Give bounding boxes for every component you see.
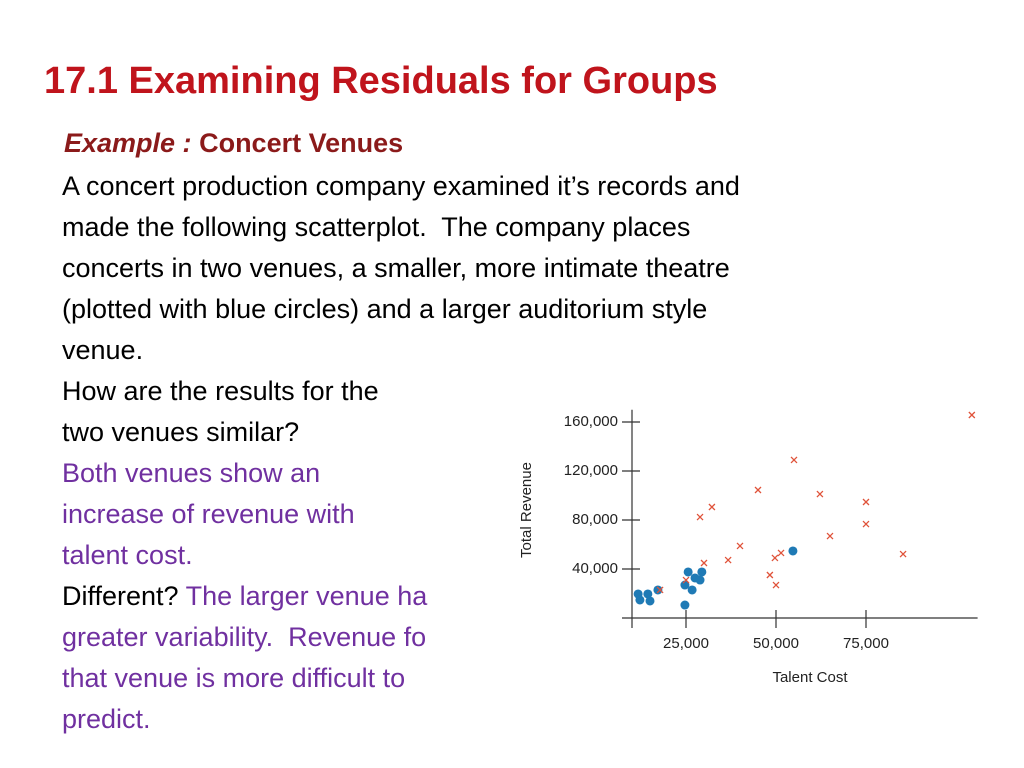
x-marker (968, 411, 976, 419)
x-marker (766, 571, 774, 579)
x-marker (656, 586, 664, 594)
answer-text: greater variability. Revenue fo (62, 622, 427, 652)
scatter-chart: 40,000 80,000 120,000 160,000 25,000 50,000 75… (505, 400, 995, 700)
x-marker (708, 503, 716, 511)
chart-background (505, 400, 995, 700)
intro-text: made the following scatterplot. The comp… (62, 212, 691, 242)
x-tick-label: 75,000 (843, 635, 889, 652)
circle-marker (635, 595, 645, 605)
y-tick-label: 40,000 (572, 560, 618, 577)
text-line: predict. (62, 699, 151, 740)
x-tick-label: 25,000 (663, 635, 709, 652)
text-line: two venues similar? (62, 412, 299, 453)
x-marker (736, 542, 744, 550)
intro-text: A concert production company examined it… (62, 171, 740, 201)
circle-marker (697, 567, 707, 577)
question-text: two venues similar? (62, 417, 300, 447)
circle-marker (645, 596, 655, 606)
circle-marker (683, 567, 693, 577)
text-line: talent cost. (62, 535, 193, 576)
circle-marker (643, 589, 653, 599)
example-name: Concert Venues (199, 128, 404, 158)
text-line: greater variability. Revenue fo (62, 617, 426, 658)
text-line: (plotted with blue circles) and a larger… (62, 289, 707, 330)
text-line: venue. (62, 330, 143, 371)
answer-text: predict. (62, 704, 151, 734)
answer-text: that venue is more difficult to (62, 663, 406, 693)
intro-text: (plotted with blue circles) and a larger… (62, 294, 708, 324)
answer-text: Both venues show an (62, 458, 321, 488)
x-marker (682, 576, 690, 584)
x-marker (816, 490, 824, 498)
x-tick-label: 50,000 (753, 635, 799, 652)
text-line: Both venues show an (62, 453, 320, 494)
x-marker (777, 549, 785, 557)
x-marker (899, 550, 907, 558)
example-label: Example : (64, 128, 192, 158)
question-text: How are the results for the (62, 376, 379, 406)
text-line: that venue is more difficult to (62, 658, 405, 699)
answer-text: increase of revenue with (62, 499, 355, 529)
text-line: made the following scatterplot. The comp… (62, 207, 690, 248)
text-line: How are the results for the (62, 371, 379, 412)
answer-text: talent cost. (62, 540, 193, 570)
y-axis-label: Total Revenue (518, 462, 535, 558)
circle-marker (680, 600, 690, 610)
x-marker (790, 456, 798, 464)
question-text: Different? (62, 581, 179, 611)
x-marker (724, 556, 732, 564)
text-line: concerts in two venues, a smaller, more … (62, 248, 730, 289)
answer-text: The larger venue ha (185, 581, 428, 611)
x-marker (754, 486, 762, 494)
intro-text: venue. (62, 335, 144, 365)
intro-text: concerts in two venues, a smaller, more … (62, 253, 730, 283)
x-marker (771, 554, 779, 562)
circle-marker (680, 580, 690, 590)
x-marker (696, 513, 704, 521)
x-marker (700, 559, 708, 567)
circle-marker (653, 585, 663, 595)
x-marker (826, 532, 834, 540)
x-marker (772, 581, 780, 589)
circle-marker (788, 546, 798, 556)
y-tick-label: 80,000 (572, 511, 618, 528)
x-marker (862, 498, 870, 506)
x-axis-label: Talent Cost (772, 669, 848, 686)
slide-title: 17.1 Examining Residuals for Groups (44, 60, 718, 102)
circle-marker (687, 585, 697, 595)
y-tick-label: 120,000 (564, 462, 618, 479)
y-tick-label: 160,000 (564, 413, 618, 430)
example-heading: Example : Concert Venues (64, 128, 403, 159)
circle-marker (695, 575, 705, 585)
text-line: A concert production company examined it… (62, 166, 740, 207)
text-line: increase of revenue with (62, 494, 355, 535)
text-line: Different? The larger venue ha (62, 576, 427, 617)
x-marker (862, 520, 870, 528)
